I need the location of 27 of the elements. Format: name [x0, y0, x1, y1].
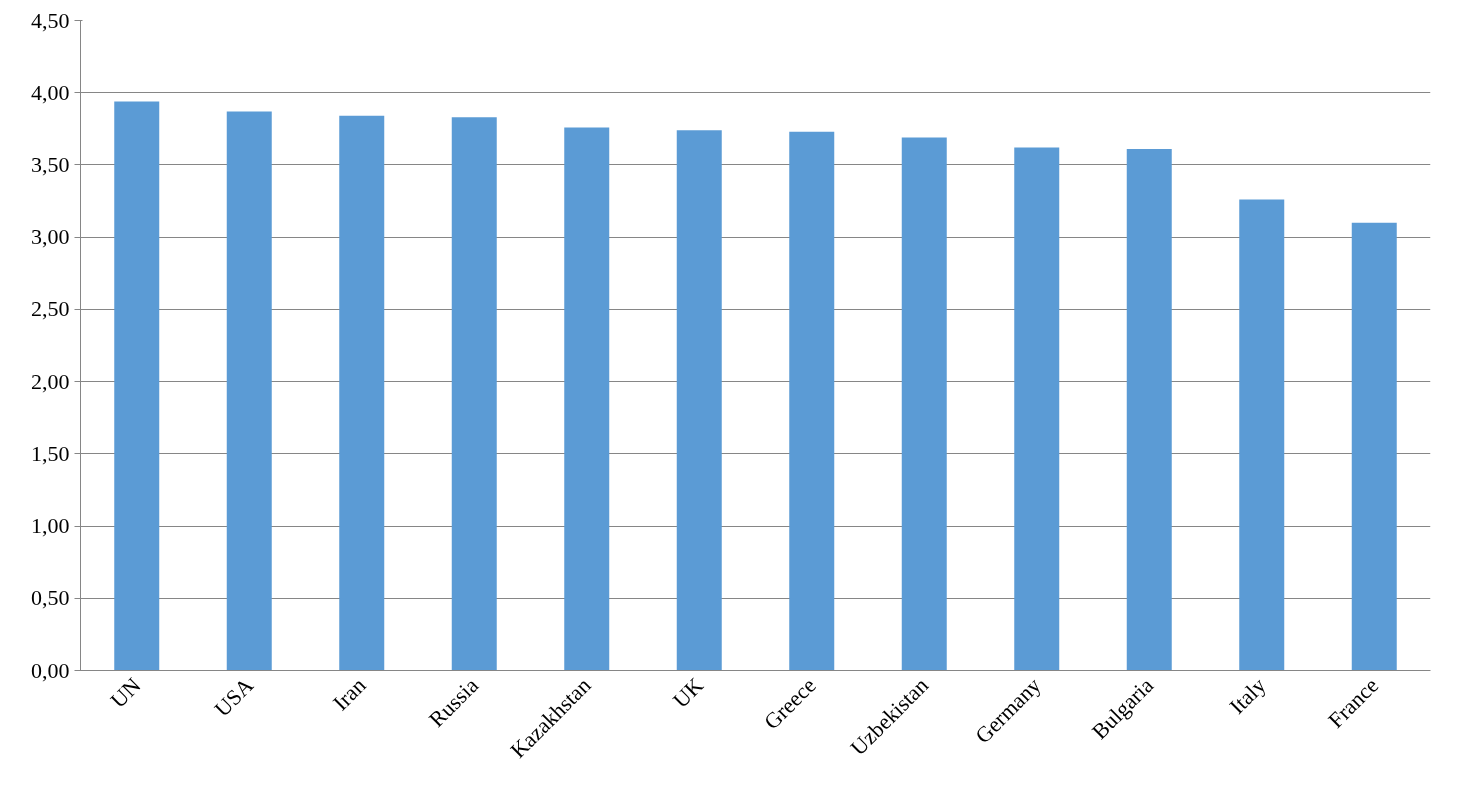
bar — [564, 127, 610, 671]
bar — [114, 101, 160, 671]
bar — [1351, 222, 1397, 671]
bar — [339, 115, 385, 671]
y-tick-label: 2,50 — [31, 296, 70, 322]
y-tick-label: 3,00 — [31, 224, 70, 250]
bar — [1014, 147, 1060, 671]
bar — [901, 137, 947, 671]
x-tick-label: Italy — [1224, 672, 1271, 719]
y-tick-label: 3,50 — [31, 151, 70, 177]
x-tick-label: Iran — [327, 672, 371, 716]
x-tick-label: USA — [209, 672, 259, 722]
y-tick-label: 0,50 — [31, 585, 70, 611]
y-tick-label: 4,50 — [31, 7, 70, 33]
bar — [676, 130, 722, 671]
x-tick-label: UN — [105, 672, 146, 713]
x-tick-label: UK — [667, 672, 709, 713]
bar — [226, 111, 272, 671]
bar — [1239, 199, 1285, 671]
bar — [451, 117, 497, 671]
bar — [789, 131, 835, 671]
y-tick-label: 0,00 — [31, 657, 70, 683]
y-tick-label: 2,00 — [31, 368, 70, 394]
y-tick-label: 1,50 — [31, 440, 70, 466]
bar — [1126, 149, 1172, 671]
y-tick-label: 4,00 — [31, 79, 70, 105]
y-tick-label: 1,00 — [31, 513, 70, 539]
